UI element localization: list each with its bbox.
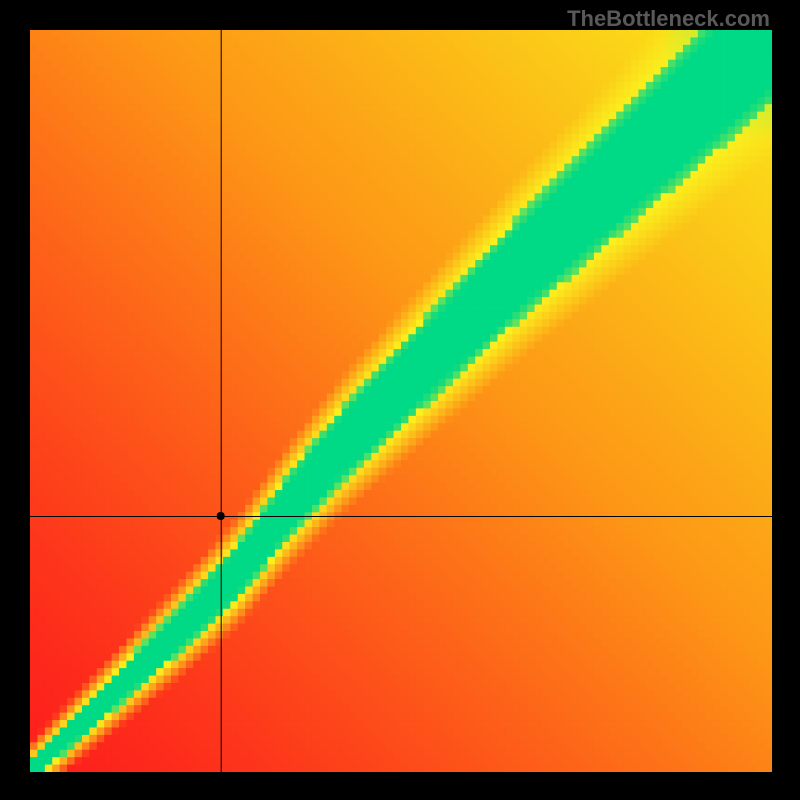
watermark-text: TheBottleneck.com — [567, 6, 770, 32]
chart-container: TheBottleneck.com — [0, 0, 800, 800]
bottleneck-heatmap — [30, 30, 772, 772]
